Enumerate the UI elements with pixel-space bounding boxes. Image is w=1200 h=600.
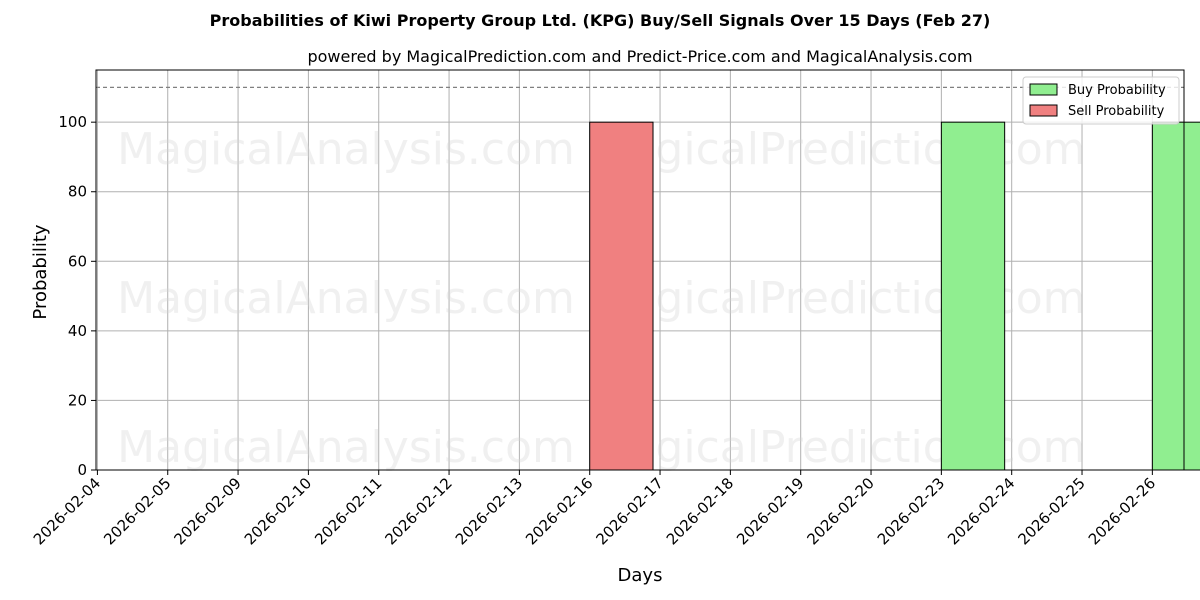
watermark-text: MagicalAnalysis.com — [117, 124, 575, 175]
x-tick-label: 2026-02-20 — [803, 474, 877, 548]
x-tick-label: 2026-02-23 — [874, 474, 948, 548]
x-tick-label: 2026-02-05 — [100, 474, 174, 548]
x-tick-label: 2026-02-09 — [171, 474, 245, 548]
watermark-text: MagicalPrediction.com — [591, 422, 1086, 473]
x-tick-label: 2026-02-13 — [452, 474, 526, 548]
y-tick-label: 100 — [58, 113, 87, 131]
legend-label: Buy Probability — [1068, 83, 1166, 98]
x-axis-ticks: 2026-02-042026-02-052026-02-092026-02-10… — [30, 470, 1159, 548]
x-tick-label: 2026-02-12 — [382, 474, 456, 548]
y-axis-label: Probability — [30, 224, 51, 319]
legend-swatch — [1029, 104, 1058, 117]
plot-frame — [95, 69, 1185, 471]
bars — [589, 121, 1200, 471]
chart-title: Probabilities of Kiwi Property Group Ltd… — [210, 11, 991, 30]
x-tick-label: 2026-02-25 — [1014, 474, 1088, 548]
x-tick-label: 2026-02-16 — [522, 474, 596, 548]
x-tick-label: 2026-02-26 — [1085, 474, 1159, 548]
y-tick-label: 60 — [68, 252, 87, 270]
chart-subtitle: powered by MagicalPrediction.com and Pre… — [307, 47, 972, 66]
x-tick-label: 2026-02-18 — [663, 474, 737, 548]
bar — [589, 121, 654, 471]
watermark-text: MagicalAnalysis.com — [117, 422, 575, 473]
x-tick-label: 2026-02-24 — [944, 474, 1018, 548]
y-tick-label: 80 — [68, 183, 87, 201]
x-tick-label: 2026-02-19 — [733, 474, 807, 548]
bar — [1151, 121, 1200, 471]
y-axis-ticks: 0 20 40 60 80 100 — [58, 113, 96, 479]
watermark-text: MagicalPrediction.com — [591, 273, 1086, 324]
watermark-text: MagicalAnalysis.com — [117, 273, 575, 324]
x-tick-label: 2026-02-04 — [30, 474, 104, 548]
watermark-text: MagicalPrediction.com — [591, 124, 1086, 175]
bar — [940, 121, 1006, 471]
x-tick-label: 2026-02-11 — [311, 474, 385, 548]
legend-swatch — [1029, 83, 1058, 96]
legend: Buy Probability Sell Probability — [1022, 76, 1180, 125]
legend-box — [1022, 76, 1180, 125]
y-tick-label: 40 — [68, 322, 87, 340]
y-tick-label: 0 — [77, 461, 87, 479]
y-tick-label: 20 — [68, 391, 87, 409]
x-axis-label: Days — [618, 565, 663, 586]
x-tick-label: 2026-02-17 — [592, 474, 666, 548]
legend-label: Sell Probability — [1068, 104, 1165, 119]
x-tick-label: 2026-02-10 — [241, 474, 315, 548]
